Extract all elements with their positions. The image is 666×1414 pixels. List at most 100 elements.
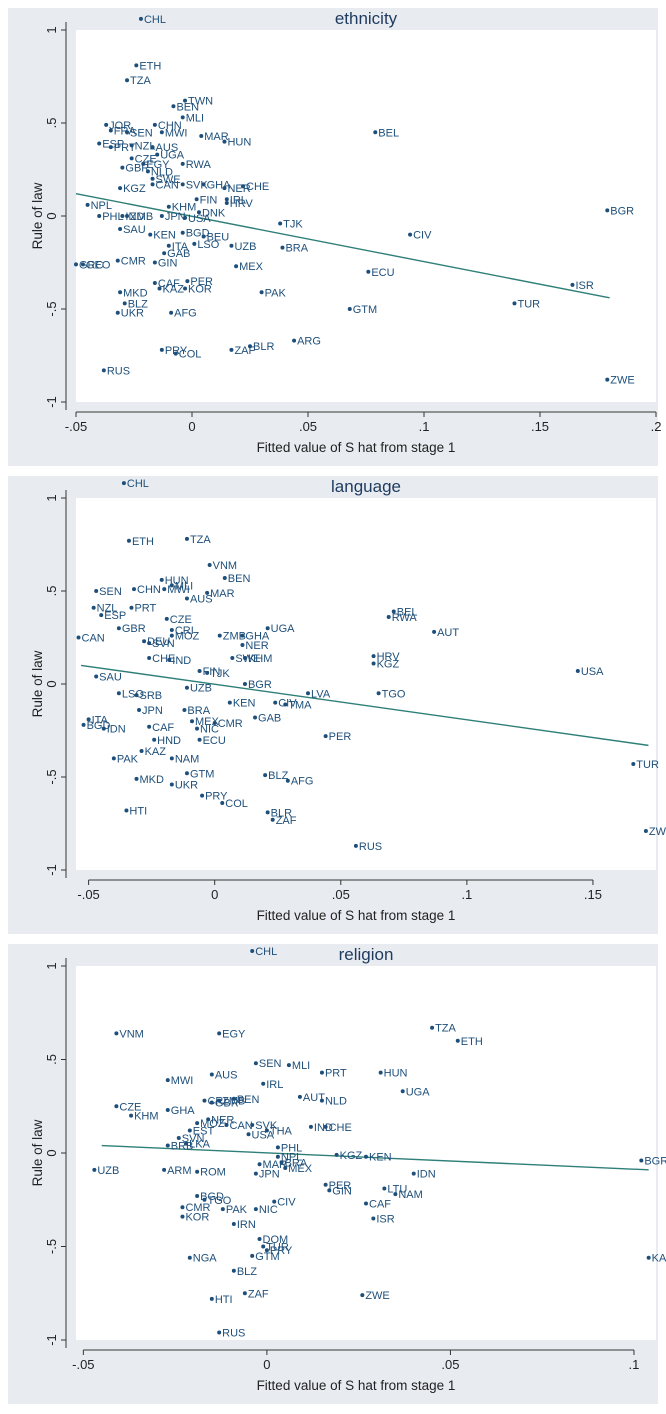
data-point xyxy=(253,715,258,720)
x-tick-label: .1 xyxy=(419,419,430,434)
data-point xyxy=(273,700,278,705)
data-point xyxy=(176,1136,181,1141)
data-point xyxy=(195,726,200,731)
data-label: ECU xyxy=(203,735,226,747)
data-label: BRA xyxy=(285,243,308,255)
data-point xyxy=(129,143,134,148)
data-point xyxy=(411,1171,416,1176)
data-label: CAN xyxy=(82,633,105,645)
chart-title: religion xyxy=(339,945,394,964)
x-axis-title: Fitted value of S hat from stage 1 xyxy=(257,908,456,923)
data-label: PER xyxy=(329,731,352,743)
data-label: KGZ xyxy=(377,659,400,671)
data-label: BGR xyxy=(248,679,272,691)
data-point xyxy=(386,615,391,620)
data-point xyxy=(101,726,106,731)
data-label: BEN xyxy=(176,101,199,113)
data-label: BLR xyxy=(253,341,274,353)
data-point xyxy=(184,596,189,601)
data-label: ESP xyxy=(104,610,126,622)
data-label: KAZ xyxy=(652,1253,666,1265)
data-label: TZA xyxy=(190,534,211,546)
y-tick-label: 1 xyxy=(44,494,59,501)
data-point xyxy=(169,310,174,315)
data-label: BRA xyxy=(187,705,210,717)
data-point xyxy=(91,605,96,610)
data-point xyxy=(148,232,153,237)
data-label: BLR xyxy=(271,807,292,819)
data-point xyxy=(217,1031,222,1036)
data-point xyxy=(199,134,204,139)
data-point xyxy=(292,338,297,343)
data-point xyxy=(169,583,174,588)
data-label: HTI xyxy=(129,805,147,817)
data-label: AUS xyxy=(215,1069,238,1081)
data-point xyxy=(205,670,210,675)
data-point xyxy=(240,642,245,647)
data-point xyxy=(162,251,167,256)
data-label: RUS xyxy=(222,1328,245,1340)
data-point xyxy=(118,186,123,191)
data-label: ZMB xyxy=(222,1096,245,1108)
data-label: ETH xyxy=(139,60,161,72)
data-point xyxy=(217,633,222,638)
data-label: UGA xyxy=(406,1086,431,1098)
data-label: KEN xyxy=(233,698,256,710)
fit-line xyxy=(80,664,649,747)
data-label: NER xyxy=(211,1114,234,1126)
data-label: NAM xyxy=(398,1189,422,1201)
data-point xyxy=(222,186,227,191)
data-label: TMA xyxy=(288,699,312,711)
data-label: DEU xyxy=(147,636,170,648)
data-label: JPN xyxy=(259,1169,280,1181)
data-label: CHL xyxy=(255,946,277,958)
data-label: ZWE xyxy=(365,1290,389,1302)
data-point xyxy=(286,1063,291,1068)
data-point xyxy=(279,1160,284,1165)
data-label: UGA xyxy=(160,150,185,162)
data-point xyxy=(121,481,126,486)
x-tick-label: .1 xyxy=(629,1357,640,1372)
data-point xyxy=(224,197,229,202)
data-point xyxy=(222,139,227,144)
data-label: MOZ xyxy=(175,631,200,643)
data-point xyxy=(183,98,188,103)
x-tick-label: 0 xyxy=(188,419,195,434)
data-point xyxy=(81,722,86,727)
y-tick-label: -.5 xyxy=(44,301,59,316)
data-point xyxy=(152,280,157,285)
data-point xyxy=(265,810,270,815)
data-point xyxy=(224,200,229,205)
data-point xyxy=(180,161,185,166)
x-tick-label: .15 xyxy=(531,419,549,434)
data-point xyxy=(183,215,188,220)
data-point xyxy=(137,708,142,713)
data-point xyxy=(605,377,610,382)
data-label: GRC xyxy=(79,259,104,271)
data-point xyxy=(248,344,252,349)
data-point xyxy=(250,949,255,954)
data-point xyxy=(373,130,378,135)
data-point xyxy=(205,590,210,595)
data-label: KGZ xyxy=(340,1150,363,1162)
data-point xyxy=(166,243,171,248)
data-label: NZL xyxy=(97,603,118,615)
data-point xyxy=(275,1154,280,1159)
data-point xyxy=(97,214,102,218)
data-label: SEN xyxy=(130,127,153,139)
data-label: LSO xyxy=(197,239,219,251)
data-point xyxy=(201,234,206,239)
data-label: CRI xyxy=(207,1096,226,1108)
data-point xyxy=(195,1169,200,1174)
data-label: DNK xyxy=(202,207,226,219)
data-label: FIN xyxy=(203,666,221,678)
data-label: NLD xyxy=(325,1096,347,1108)
data-label: SVN xyxy=(152,638,175,650)
data-label: CHE xyxy=(329,1122,352,1134)
data-point xyxy=(159,214,164,218)
data-point xyxy=(129,156,134,161)
data-label: FIN xyxy=(200,194,218,206)
data-point xyxy=(114,1031,119,1036)
